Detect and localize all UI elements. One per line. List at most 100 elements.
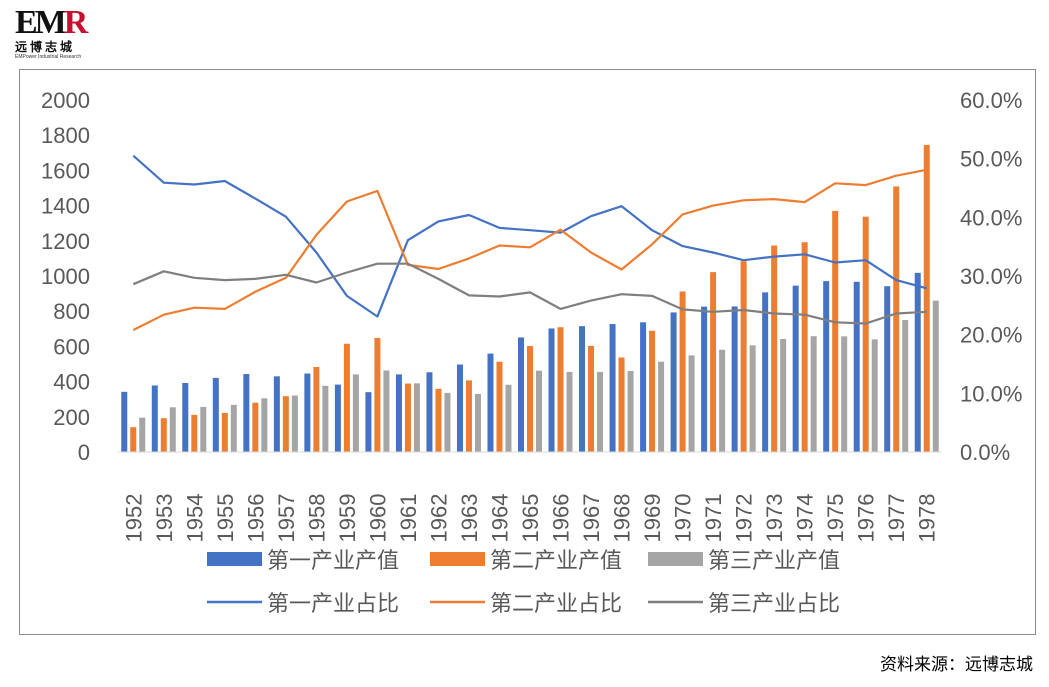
legend-swatch bbox=[207, 552, 262, 566]
bar-1964-series-1 bbox=[487, 353, 494, 452]
bar-1956-series-3 bbox=[261, 398, 268, 452]
bar-1975-series-2 bbox=[832, 210, 839, 452]
line-series-2 bbox=[132, 168, 927, 331]
bar-1976-series-3 bbox=[871, 339, 878, 452]
x-tick-label: 1968 bbox=[610, 494, 635, 543]
y-left-tick-label: 400 bbox=[53, 370, 90, 395]
y-right-tick-label: 0.0% bbox=[960, 440, 1010, 465]
bar-1958-series-1 bbox=[304, 373, 311, 452]
bar-1964-series-3 bbox=[505, 384, 512, 452]
bar-1973-series-2 bbox=[771, 245, 778, 452]
bar-1953-series-1 bbox=[151, 385, 158, 452]
bar-1967-series-1 bbox=[579, 326, 586, 452]
bar-1960-series-2 bbox=[374, 337, 381, 452]
x-tick-label: 1977 bbox=[884, 494, 909, 543]
y-right-tick-label: 10.0% bbox=[960, 381, 1022, 406]
legend-label: 第一产业产值 bbox=[267, 549, 399, 574]
x-tick-label: 1978 bbox=[915, 494, 940, 543]
bar-1972-series-3 bbox=[749, 345, 756, 452]
y-left-tick-label: 800 bbox=[53, 299, 90, 324]
bar-1960-series-1 bbox=[365, 392, 372, 452]
x-tick-label: 1971 bbox=[701, 494, 726, 543]
bar-1965-series-3 bbox=[536, 370, 542, 452]
bar-1977-series-3 bbox=[902, 320, 909, 452]
bar-1970-series-1 bbox=[670, 312, 677, 452]
x-tick-label: 1967 bbox=[579, 494, 604, 543]
x-tick-label: 1973 bbox=[762, 494, 787, 543]
x-tick-label: 1970 bbox=[671, 494, 696, 543]
bar-1961-series-3 bbox=[413, 383, 420, 452]
bar-1952-series-3 bbox=[139, 417, 146, 452]
bar-1965-series-1 bbox=[518, 337, 524, 452]
bar-1953-series-3 bbox=[169, 407, 176, 452]
y-left-tick-label: 1600 bbox=[41, 158, 90, 183]
bar-1964-series-2 bbox=[496, 361, 503, 452]
line-series-1 bbox=[132, 154, 927, 318]
bar-1975-series-1 bbox=[823, 281, 830, 452]
bar-1956-series-1 bbox=[243, 374, 250, 452]
bar-1960-series-3 bbox=[383, 370, 390, 452]
y-left-tick-label: 1400 bbox=[41, 194, 90, 219]
bar-1976-series-1 bbox=[853, 281, 860, 452]
legend-label: 第二产业产值 bbox=[490, 549, 622, 574]
bar-1972-series-1 bbox=[731, 306, 738, 452]
bar-1971-series-3 bbox=[719, 349, 726, 452]
legend-label: 第三产业占比 bbox=[708, 592, 840, 617]
bar-1963-series-2 bbox=[465, 380, 472, 452]
bar-1959-series-1 bbox=[334, 384, 341, 452]
bar-1974-series-1 bbox=[792, 285, 799, 452]
bar-1953-series-2 bbox=[160, 418, 167, 452]
logo-mark: EMR bbox=[15, 6, 95, 40]
bar-1974-series-2 bbox=[801, 242, 808, 452]
x-tick-label: 1966 bbox=[549, 494, 574, 543]
logo-mark-left: EM bbox=[15, 4, 67, 41]
bar-1977-series-2 bbox=[893, 186, 900, 452]
bar-1961-series-2 bbox=[404, 383, 411, 452]
bar-1958-series-2 bbox=[313, 366, 320, 452]
bar-1969-series-2 bbox=[649, 330, 656, 452]
bar-1955-series-3 bbox=[230, 404, 237, 452]
x-tick-label: 1974 bbox=[793, 494, 818, 543]
bar-1965-series-2 bbox=[527, 346, 533, 452]
y-left-tick-label: 2000 bbox=[41, 88, 90, 113]
bar-1954-series-2 bbox=[191, 414, 198, 452]
bar-1966-series-2 bbox=[557, 327, 564, 452]
x-tick-label: 1964 bbox=[487, 494, 512, 543]
bar-1957-series-2 bbox=[282, 396, 289, 452]
bar-1969-series-1 bbox=[640, 322, 647, 452]
x-tick-label: 1961 bbox=[396, 494, 421, 543]
bar-1978-series-3 bbox=[932, 300, 939, 452]
bar-1954-series-1 bbox=[182, 383, 189, 452]
bar-1968-series-3 bbox=[627, 371, 634, 452]
bar-1963-series-1 bbox=[456, 364, 463, 452]
bar-1973-series-3 bbox=[780, 339, 787, 452]
legend-label: 第二产业占比 bbox=[490, 592, 622, 617]
x-tick-label: 1975 bbox=[823, 494, 848, 543]
bar-1978-series-1 bbox=[914, 272, 921, 452]
x-tick-label: 1958 bbox=[304, 494, 329, 543]
y-right-tick-label: 60.0% bbox=[960, 88, 1022, 113]
bar-1959-series-2 bbox=[343, 343, 350, 452]
x-tick-label: 1965 bbox=[518, 494, 543, 543]
bar-1957-series-3 bbox=[291, 395, 298, 452]
bar-1971-series-1 bbox=[701, 306, 708, 452]
x-tick-label: 1955 bbox=[213, 494, 238, 543]
bar-1955-series-1 bbox=[212, 377, 219, 452]
logo-mark-right: R bbox=[63, 4, 89, 41]
bar-1963-series-3 bbox=[474, 393, 481, 452]
y-left-tick-label: 1200 bbox=[41, 229, 90, 254]
bar-1954-series-3 bbox=[200, 406, 207, 452]
logo-name-en: EMPower Industrial Research bbox=[15, 54, 82, 60]
bar-1976-series-2 bbox=[862, 216, 869, 452]
x-tick-label: 1954 bbox=[182, 494, 207, 543]
legend-label: 第一产业占比 bbox=[267, 592, 399, 617]
bar-1968-series-1 bbox=[609, 324, 616, 452]
legend-label: 第三产业产值 bbox=[708, 549, 840, 574]
bar-1959-series-3 bbox=[352, 374, 359, 452]
bar-1952-series-1 bbox=[121, 391, 128, 452]
bar-1974-series-3 bbox=[810, 336, 817, 452]
x-tick-label: 1963 bbox=[457, 494, 482, 543]
bar-1978-series-2 bbox=[923, 144, 930, 452]
bar-1966-series-1 bbox=[548, 328, 555, 452]
